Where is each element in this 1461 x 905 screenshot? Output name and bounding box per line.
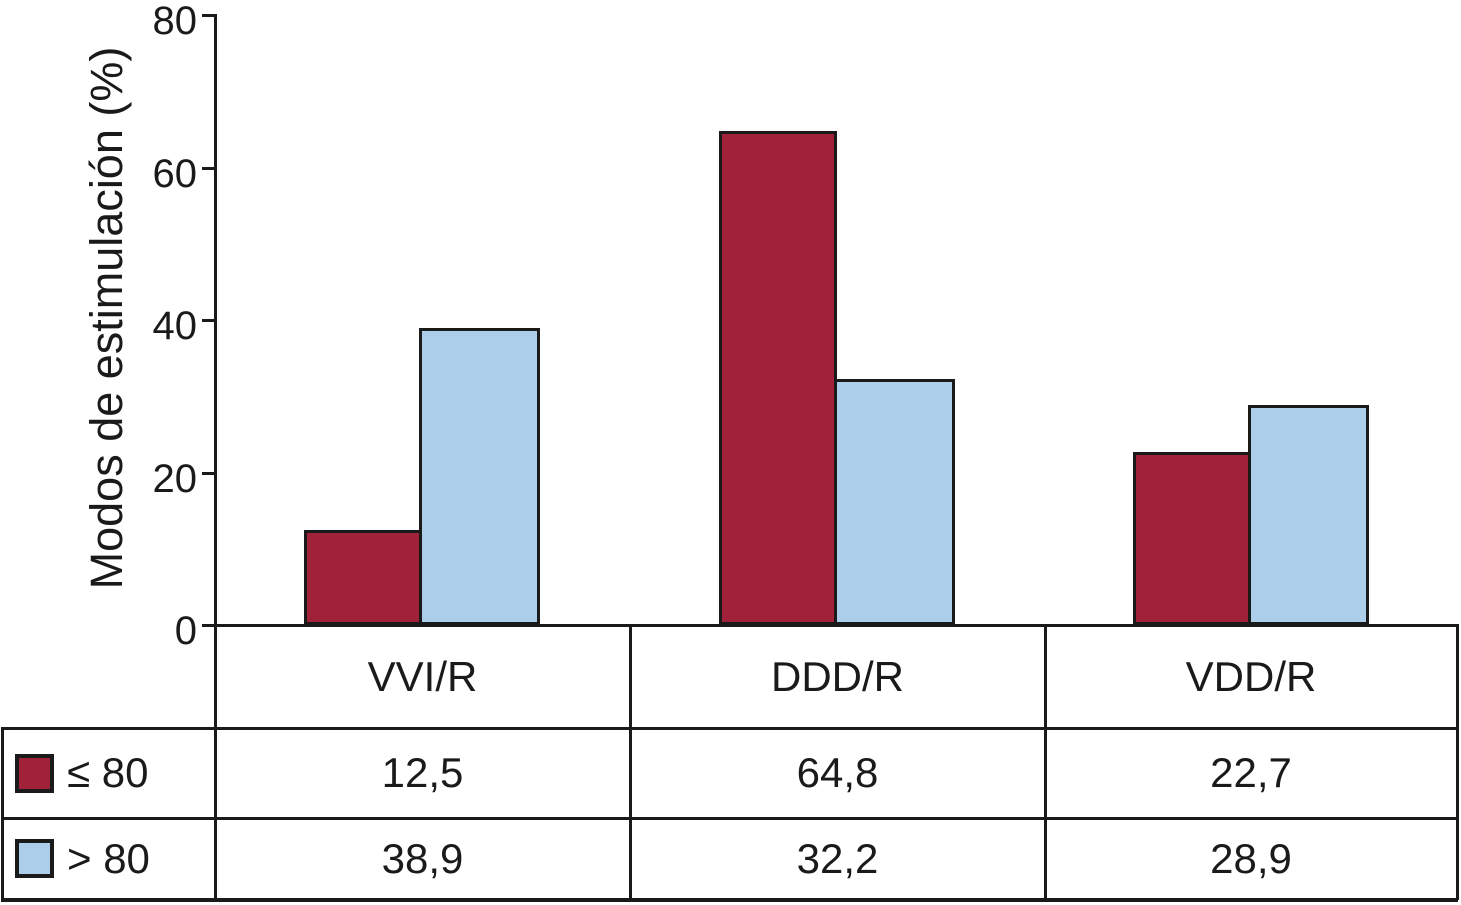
y-tick-label: 80	[152, 0, 198, 43]
y-tick-label: 60	[152, 151, 198, 196]
bar-VVI/R-gt80	[419, 328, 540, 625]
category-label-VVI/R: VVI/R	[367, 652, 478, 700]
y-tick-mark	[202, 319, 215, 322]
category-label-DDD/R: DDD/R	[771, 652, 904, 700]
table-left-line	[1, 727, 4, 900]
value-cell-DDD/R-le80: 64,8	[796, 749, 879, 796]
legend-row-gt80: > 80	[2, 818, 215, 899]
y-tick-mark	[202, 14, 215, 17]
bar-VVI/R-le80	[304, 530, 422, 625]
y-tick-mark	[202, 624, 215, 627]
y-tick-label: 0	[174, 609, 197, 653]
legend-row-le80: ≤ 80	[2, 728, 215, 818]
value-cell-DDD/R-gt80: 32,2	[796, 834, 879, 882]
bar-VDD/R-le80	[1133, 452, 1251, 625]
table-bottom-line	[1, 898, 1458, 902]
table-baseline	[214, 624, 1458, 627]
bar-DDD/R-le80	[719, 131, 837, 625]
legend-label: ≤ 80	[67, 749, 149, 796]
legend-swatch-blue	[15, 839, 54, 878]
table-row-line	[1, 817, 1458, 820]
legend-swatch-red	[15, 753, 54, 793]
value-cell-VVI/R-le80: 12,5	[381, 749, 464, 796]
legend-label: > 80	[67, 834, 150, 882]
value-cell-VVI/R-gt80: 38,9	[381, 834, 464, 882]
y-tick-label: 20	[152, 456, 198, 501]
value-cell-VDD/R-le80: 22,7	[1210, 749, 1292, 796]
table-col-line	[1044, 624, 1047, 900]
table-row-line	[1, 727, 1458, 730]
bar-DDD/R-gt80	[834, 379, 955, 625]
y-tick-mark	[202, 166, 215, 170]
category-label-VDD/R: VDD/R	[1185, 652, 1317, 700]
y-tick-mark	[202, 471, 215, 475]
table-col-line	[629, 624, 632, 900]
y-axis-line	[214, 14, 217, 900]
table-col-line	[1456, 624, 1459, 900]
bar-VDD/R-gt80	[1248, 405, 1369, 625]
y-tick-label: 40	[152, 304, 198, 348]
value-cell-VDD/R-gt80: 28,9	[1210, 834, 1292, 882]
